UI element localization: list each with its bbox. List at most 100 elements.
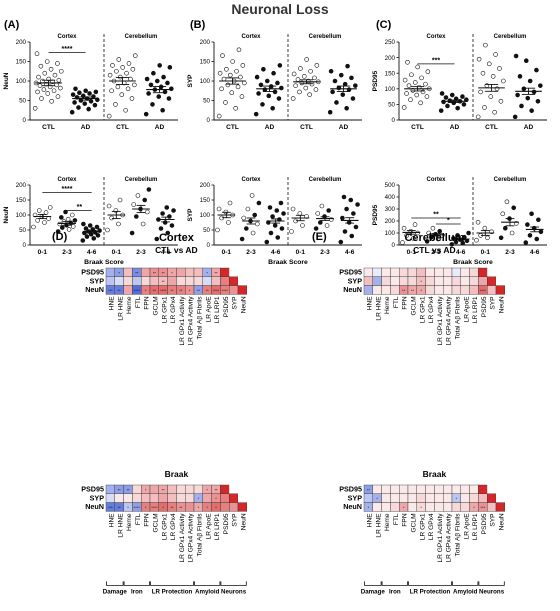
data-point	[216, 113, 222, 119]
heatmap-cell	[238, 485, 247, 494]
category-bracket	[408, 581, 452, 586]
data-point	[144, 209, 150, 215]
category-label: Iron	[389, 588, 401, 595]
data-point	[36, 208, 42, 213]
data-point	[261, 67, 266, 72]
heatmap-cell	[460, 285, 470, 295]
data-point	[488, 94, 494, 99]
data-point	[151, 70, 156, 76]
data-point	[245, 206, 251, 212]
heatmap-cell	[184, 493, 195, 503]
heatmap-row-label: NeuN	[343, 502, 362, 511]
y-axis-label: SYP	[187, 208, 194, 222]
data-point	[42, 220, 47, 225]
heatmap-cell	[114, 493, 124, 503]
data-point	[66, 227, 72, 232]
heatmap-cell	[372, 502, 382, 512]
heatmap-cell	[123, 267, 133, 278]
y-tick-label: 150	[16, 197, 27, 204]
heatmap-cell	[202, 493, 212, 503]
y-axis-label: NeuN	[3, 72, 10, 89]
heatmap-star: *	[215, 505, 217, 510]
heatmap-star: **	[118, 288, 122, 293]
heatmap-col-label: Heme	[384, 513, 391, 531]
data-point	[445, 103, 450, 109]
heatmap-cell	[167, 493, 177, 503]
data-point	[49, 98, 54, 104]
heatmap-cell	[211, 276, 221, 286]
data-point	[486, 61, 492, 67]
heatmap-col-label: Total Aβ Fibrils	[454, 296, 461, 340]
heatmap-star: *	[215, 496, 217, 501]
data-point	[301, 74, 307, 79]
heatmap-star: *	[206, 505, 208, 510]
heatmap-col-label: NeuN	[240, 296, 247, 313]
heatmap-star: *	[456, 496, 458, 501]
category-label: Iron	[131, 588, 143, 595]
heatmap-star: **	[179, 288, 183, 293]
data-point	[303, 85, 309, 91]
heatmap-col-label: NeuN	[498, 296, 505, 313]
data-point	[519, 103, 524, 109]
heatmap-cell	[238, 493, 247, 503]
data-point	[140, 221, 146, 227]
y-tick-label: 100	[385, 86, 396, 93]
heatmap-cell	[228, 285, 239, 295]
y-tick-label: 300	[385, 206, 396, 213]
panel-label: (B)	[190, 19, 206, 31]
heatmap-star: *	[473, 505, 475, 510]
heatmap-cell	[487, 502, 497, 512]
heatmap-cell	[167, 484, 177, 495]
heatmap-star: ***	[480, 505, 485, 510]
y-tick-label: 0	[392, 117, 396, 124]
heatmap-star: ****	[222, 288, 229, 293]
data-point	[60, 225, 65, 230]
heatmap-col-label: NeuN	[498, 513, 505, 530]
data-point	[268, 230, 274, 236]
data-point	[307, 92, 312, 97]
data-point	[449, 242, 455, 247]
heatmap-cell	[238, 276, 247, 286]
data-point	[279, 226, 285, 231]
x-tick-label: 4-6	[161, 249, 171, 256]
data-point	[46, 216, 51, 221]
data-point	[300, 223, 305, 228]
data-point	[503, 225, 508, 231]
heatmap-col-label: HNE	[108, 513, 115, 528]
data-point	[70, 92, 76, 97]
data-point	[215, 227, 220, 233]
heatmap-col-label: Heme	[126, 513, 133, 531]
heatmap-cell	[363, 276, 374, 286]
data-point	[525, 222, 530, 227]
data-point	[158, 226, 164, 231]
heatmap-col-label: Heme	[126, 296, 133, 314]
heatmap-cell	[487, 493, 497, 503]
data-point	[304, 57, 309, 62]
heatmap-col-label: GCLM	[152, 513, 159, 532]
data-point	[402, 77, 408, 83]
heatmap-cell	[184, 267, 195, 278]
heatmap-star: *	[171, 270, 173, 275]
heatmap-cell	[416, 484, 426, 495]
data-point	[449, 92, 455, 98]
data-point	[266, 93, 272, 99]
data-point	[312, 75, 317, 81]
data-point	[478, 89, 483, 95]
heatmap-col-label: FPN	[144, 296, 151, 309]
heatmap-col-label: FTL	[135, 296, 142, 308]
heatmap-col-label: LR LRP1	[472, 513, 479, 540]
heatmap-cell	[443, 493, 453, 503]
heatmap-row-label: NeuN	[343, 285, 362, 294]
region-label: Cortex	[426, 177, 446, 183]
heatmap-cell	[184, 484, 195, 495]
data-point	[146, 91, 151, 96]
heatmap-star: *	[189, 288, 191, 293]
x-tick-label: 4-6	[271, 249, 281, 256]
data-point	[498, 235, 504, 241]
y-tick-label: 250	[385, 39, 396, 46]
data-point	[538, 229, 544, 235]
heatmap-cell	[381, 267, 391, 278]
data-point	[297, 89, 302, 95]
x-tick-label: AD	[339, 124, 349, 131]
data-point	[480, 70, 486, 76]
